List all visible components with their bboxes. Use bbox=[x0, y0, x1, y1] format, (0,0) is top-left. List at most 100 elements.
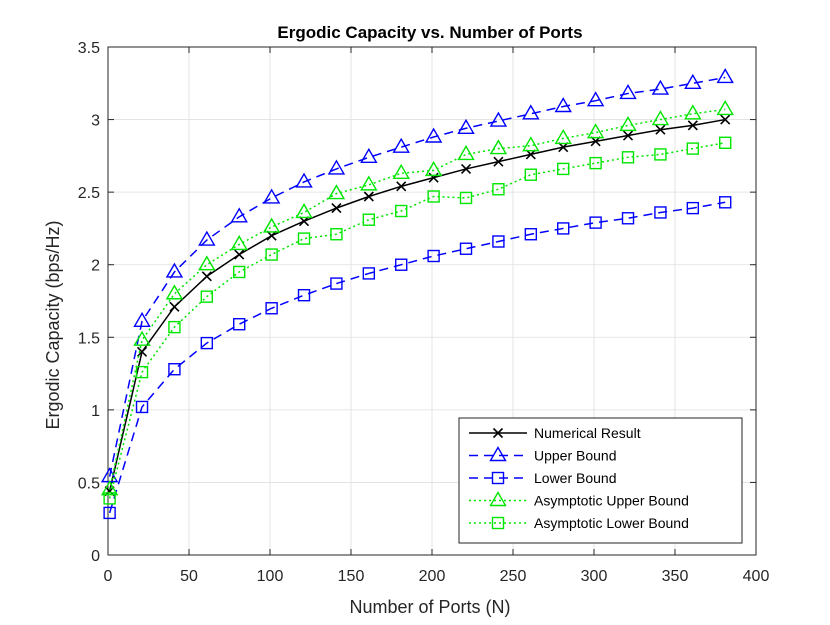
x-tick-label: 350 bbox=[662, 568, 689, 585]
y-axis-label: Ergodic Capacity (bps/Hz) bbox=[43, 220, 63, 429]
series-group bbox=[100, 100, 734, 496]
x-marker-stroke bbox=[493, 156, 504, 167]
data-point bbox=[396, 181, 407, 192]
legend-marker bbox=[491, 471, 505, 485]
series-group bbox=[104, 114, 731, 497]
legend-marker bbox=[489, 491, 507, 507]
data-point bbox=[201, 271, 212, 282]
data-point bbox=[230, 234, 248, 251]
y-tick-label: 0.5 bbox=[78, 475, 100, 492]
legend-marker bbox=[492, 427, 504, 439]
data-point bbox=[234, 249, 245, 260]
data-point bbox=[233, 318, 246, 331]
data-point bbox=[395, 204, 408, 218]
x-tick-label: 100 bbox=[257, 568, 284, 585]
x-marker-stroke bbox=[136, 346, 148, 357]
data-point bbox=[330, 277, 343, 290]
legend-label: Asymptotic Upper Bound bbox=[534, 493, 689, 509]
x-marker-stroke bbox=[266, 230, 277, 241]
x-tick-label: 150 bbox=[338, 568, 365, 585]
data-point bbox=[684, 104, 702, 120]
x-marker-stroke bbox=[590, 136, 601, 147]
data-point bbox=[233, 265, 246, 279]
data-point bbox=[427, 249, 440, 263]
x-marker-stroke bbox=[363, 191, 374, 202]
data-point bbox=[719, 196, 732, 209]
data-point bbox=[655, 124, 666, 135]
data-point bbox=[524, 168, 538, 181]
data-point bbox=[198, 255, 216, 271]
data-point bbox=[621, 151, 635, 164]
data-point bbox=[457, 118, 475, 134]
data-point bbox=[262, 188, 281, 204]
data-point bbox=[716, 68, 734, 84]
legend-marker bbox=[491, 516, 505, 530]
data-point bbox=[133, 311, 151, 328]
data-point bbox=[103, 492, 116, 505]
data-point bbox=[295, 172, 313, 188]
x-marker-stroke bbox=[234, 249, 245, 260]
x-axis-label: Number of Ports (N) bbox=[349, 597, 510, 617]
y-tick-label: 2 bbox=[91, 258, 100, 275]
data-point bbox=[589, 216, 602, 229]
data-point bbox=[493, 156, 504, 167]
data-point bbox=[522, 136, 540, 152]
data-point bbox=[363, 191, 374, 202]
data-point bbox=[297, 288, 311, 302]
data-point bbox=[719, 136, 732, 149]
data-point bbox=[558, 142, 569, 153]
data-point bbox=[168, 363, 181, 376]
x-marker-stroke bbox=[525, 149, 536, 160]
legend-label: Numerical Result bbox=[534, 425, 641, 441]
legend-label: Asymptotic Lower Bound bbox=[534, 515, 689, 531]
data-point bbox=[621, 212, 635, 225]
data-point bbox=[686, 201, 700, 215]
y-tick-label: 3.5 bbox=[78, 40, 100, 57]
x-tick-label: 300 bbox=[581, 568, 608, 585]
data-point bbox=[200, 290, 214, 303]
data-point bbox=[651, 110, 670, 126]
data-point bbox=[619, 115, 637, 132]
data-point bbox=[168, 320, 181, 334]
data-point bbox=[622, 130, 634, 141]
series-line bbox=[108, 118, 726, 492]
data-point bbox=[103, 506, 116, 520]
x-tick-label: 200 bbox=[419, 568, 446, 585]
data-point bbox=[297, 232, 311, 245]
y-tick-label: 1.5 bbox=[78, 330, 100, 347]
data-point bbox=[687, 120, 698, 131]
data-point bbox=[395, 258, 408, 271]
y-tick-label: 2.5 bbox=[78, 185, 100, 202]
data-point bbox=[360, 147, 378, 164]
data-point bbox=[135, 365, 149, 379]
data-point bbox=[362, 267, 376, 280]
legend-label: Lower Bound bbox=[534, 470, 617, 486]
legend-box bbox=[458, 417, 743, 544]
data-point bbox=[492, 235, 505, 248]
data-point bbox=[330, 228, 343, 241]
data-point bbox=[489, 111, 508, 127]
data-point bbox=[720, 114, 731, 125]
data-point bbox=[265, 302, 278, 315]
data-point bbox=[298, 216, 310, 227]
data-point bbox=[651, 79, 670, 95]
x-marker-stroke bbox=[169, 301, 180, 312]
data-point bbox=[169, 301, 180, 312]
data-point bbox=[492, 183, 505, 196]
data-point bbox=[554, 97, 572, 113]
legend-label: Upper Bound bbox=[534, 448, 617, 464]
data-point bbox=[524, 228, 538, 241]
data-point bbox=[424, 160, 443, 177]
data-point bbox=[428, 172, 439, 183]
x-marker-stroke bbox=[331, 203, 342, 214]
legend: Numerical Result Upper Bound Lower Bound As… bbox=[458, 417, 743, 544]
data-point bbox=[327, 184, 346, 200]
x-marker-stroke bbox=[687, 120, 698, 131]
data-point bbox=[654, 206, 667, 219]
data-point bbox=[554, 129, 572, 145]
x-marker-stroke bbox=[655, 124, 666, 135]
data-point bbox=[360, 175, 378, 191]
data-point bbox=[522, 104, 540, 120]
data-point bbox=[557, 222, 570, 235]
data-point bbox=[200, 336, 214, 350]
